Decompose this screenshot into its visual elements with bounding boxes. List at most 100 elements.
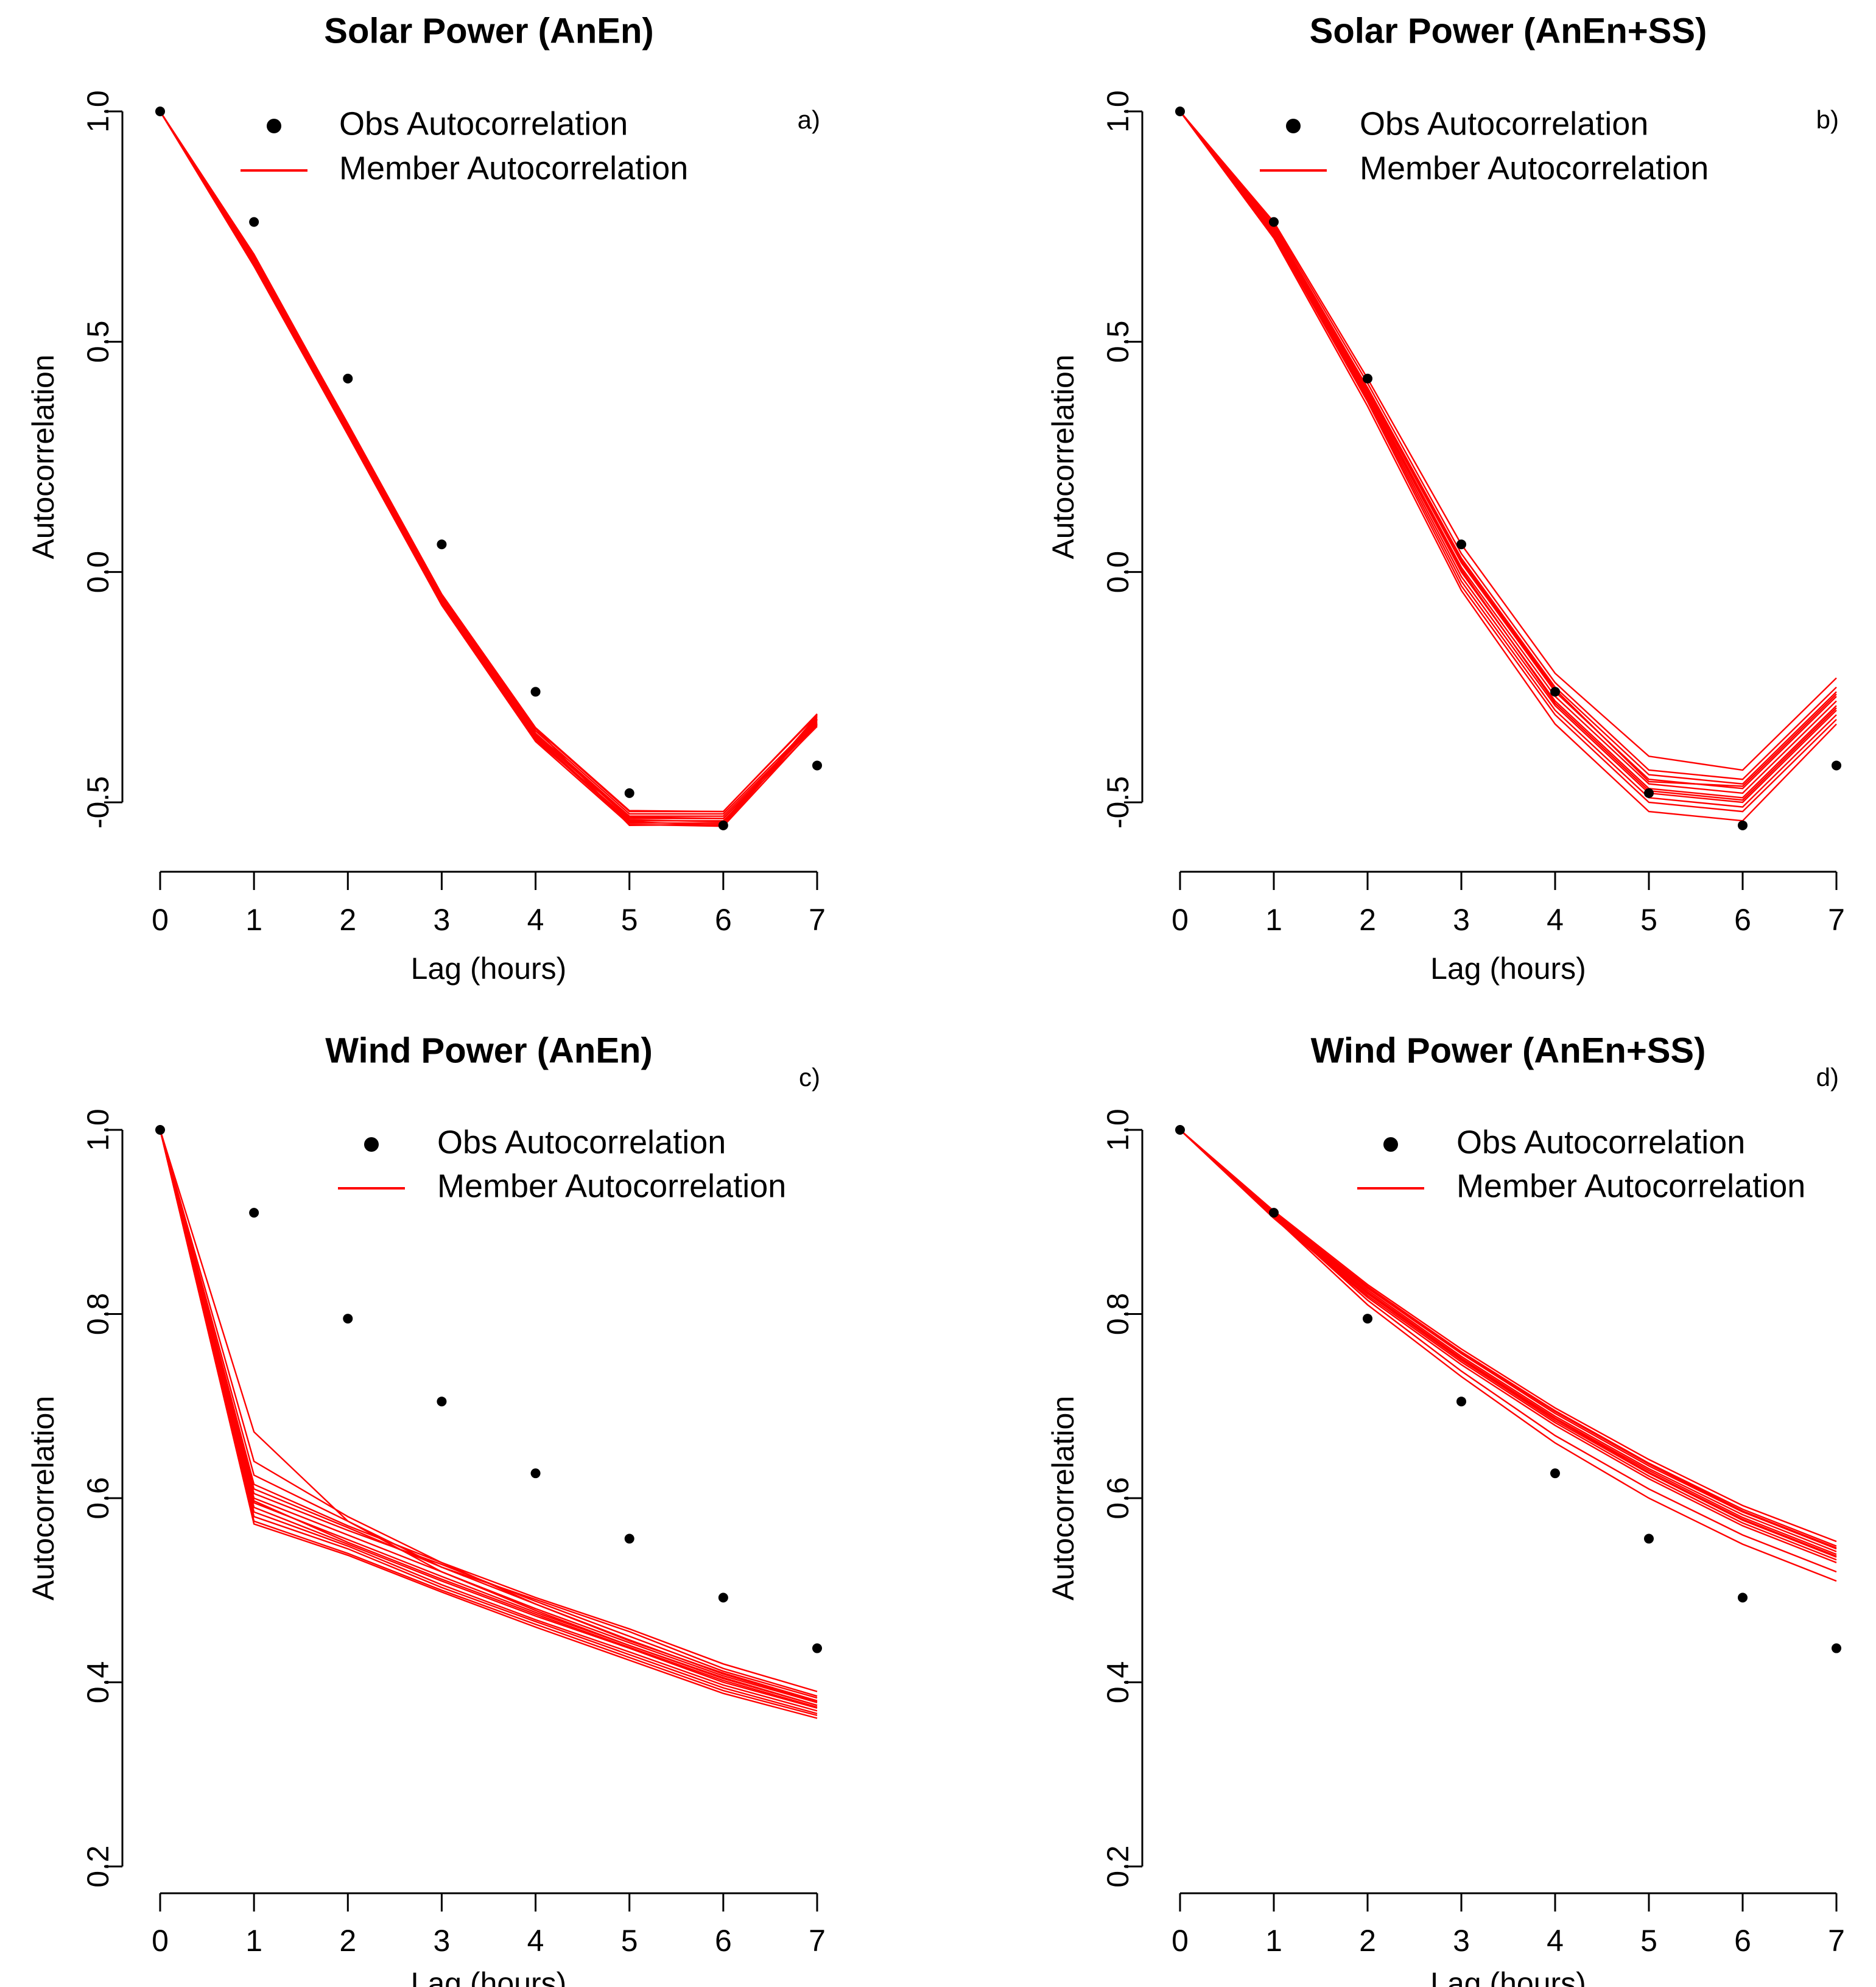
y-axis-label: Autocorrelation [26, 354, 60, 559]
member-series-line [1179, 1129, 1837, 1557]
member-series-line [159, 111, 818, 827]
y-tick-label: 0.6 [81, 1477, 115, 1519]
y-tick-label: 0.5 [81, 321, 115, 363]
member-series-line [159, 1129, 818, 1699]
chart-title: Solar Power (AnEn) [324, 11, 653, 51]
y-tick-label: 0.4 [1101, 1661, 1135, 1704]
obs-point [1644, 1533, 1654, 1544]
x-tick-label: 4 [527, 1924, 544, 1958]
member-series-line [1179, 111, 1837, 787]
chart-panel-1: Solar Power (AnEn) a) -0.5 0.0 0.5 1.0 Autocor… [26, 11, 826, 986]
obs-point [155, 1125, 165, 1135]
y-tick-label: 0.8 [1101, 1293, 1135, 1336]
x-tick-label: 5 [621, 903, 638, 937]
x-tick-label: 4 [527, 903, 544, 937]
x-tick-label: 2 [339, 1924, 356, 1958]
obs-point [249, 217, 259, 227]
legend-obs-marker [1383, 1137, 1398, 1152]
member-series-line [159, 1129, 818, 1703]
y-tick-label: 0.5 [1101, 321, 1135, 363]
x-tick-label: 0 [1172, 903, 1189, 937]
obs-point [812, 1643, 822, 1653]
obs-point [530, 687, 541, 697]
legend-obs-label: Obs Autocorrelation [339, 105, 628, 142]
panel-tag: c) [799, 1063, 820, 1092]
y-tick-label: 1.0 [1101, 90, 1135, 133]
obs-point [1550, 687, 1560, 697]
x-tick-label: 5 [621, 1924, 638, 1958]
legend-obs-marker [1286, 119, 1301, 133]
member-series-line [159, 111, 818, 822]
x-tick-label: 7 [1828, 1924, 1845, 1958]
obs-point [1832, 1643, 1841, 1653]
x-axis-label: Lag (hours) [1430, 1966, 1586, 1987]
member-series-line [159, 111, 818, 817]
legend-obs-marker [364, 1137, 379, 1152]
legend-member-label: Member Autocorrelation [1456, 1168, 1805, 1204]
legend-obs-label: Obs Autocorrelation [437, 1124, 726, 1160]
member-series-line [1179, 1129, 1837, 1573]
obs-point [437, 539, 447, 550]
legend-obs-label: Obs Autocorrelation [1360, 105, 1648, 142]
member-series-line [1179, 1129, 1837, 1582]
obs-point [1175, 107, 1185, 116]
obs-point [1363, 1314, 1372, 1324]
x-tick-label: 6 [1734, 903, 1751, 937]
member-series-line [1179, 111, 1837, 801]
x-tick-label: 2 [1359, 1924, 1376, 1958]
panel-tag: d) [1816, 1063, 1839, 1092]
member-series-line [1179, 1129, 1837, 1543]
y-tick-label: -0.5 [81, 776, 115, 829]
x-tick-label: 7 [809, 903, 826, 937]
member-series-line [159, 1129, 818, 1703]
obs-point [437, 1397, 447, 1407]
y-axis-label: Autocorrelation [26, 1396, 60, 1600]
member-series-line [1179, 111, 1837, 813]
obs-point [1550, 1468, 1560, 1479]
x-tick-label: 1 [245, 903, 262, 937]
y-tick-label: 1.0 [1101, 1109, 1135, 1151]
legend-obs-marker [267, 119, 281, 133]
member-series-line [1179, 111, 1837, 771]
obs-point [718, 820, 728, 830]
x-tick-label: 4 [1547, 1924, 1564, 1958]
y-tick-label: 0.4 [81, 1661, 115, 1704]
chart-title: Wind Power (AnEn) [325, 1031, 653, 1070]
y-axis-label: Autocorrelation [1046, 354, 1080, 559]
member-series-line [159, 111, 818, 813]
y-tick-label: 0.0 [81, 551, 115, 594]
member-series-line [1179, 111, 1837, 794]
x-tick-label: 4 [1547, 903, 1564, 937]
x-tick-label: 0 [1172, 1924, 1189, 1958]
member-series-line [1179, 1129, 1837, 1552]
legend-member-label: Member Autocorrelation [437, 1168, 786, 1204]
x-tick-label: 0 [152, 1924, 169, 1958]
member-series-line [159, 111, 818, 819]
member-series-line [159, 111, 818, 813]
member-series-line [159, 111, 818, 823]
obs-point [155, 107, 165, 116]
panel-tag: b) [1816, 105, 1839, 134]
x-tick-label: 3 [1453, 1924, 1470, 1958]
member-series-line [1179, 111, 1837, 790]
obs-point [718, 1593, 728, 1603]
x-tick-label: 2 [339, 903, 356, 937]
obs-point [812, 760, 822, 771]
obs-point [1269, 217, 1279, 227]
member-series-line [1179, 1129, 1837, 1549]
member-series-line [1179, 111, 1837, 804]
member-series-line [159, 1129, 818, 1706]
x-tick-label: 7 [809, 1924, 826, 1958]
chart-panel-2: Solar Power (AnEn+SS) b) -0.5 0.0 0.5 1.0 Auto… [1046, 11, 1845, 986]
member-series-line [1179, 111, 1837, 780]
obs-point [1456, 1397, 1466, 1407]
obs-point [1644, 788, 1654, 798]
x-tick-label: 0 [152, 903, 169, 937]
member-series-line [1179, 111, 1837, 785]
chart-title: Wind Power (AnEn+SS) [1311, 1031, 1706, 1070]
x-axis-label: Lag (hours) [411, 1966, 567, 1987]
member-series-line [1179, 111, 1837, 799]
y-tick-label: 0.2 [81, 1845, 115, 1888]
panel-tag: a) [798, 105, 820, 134]
member-series-line [1179, 111, 1837, 808]
